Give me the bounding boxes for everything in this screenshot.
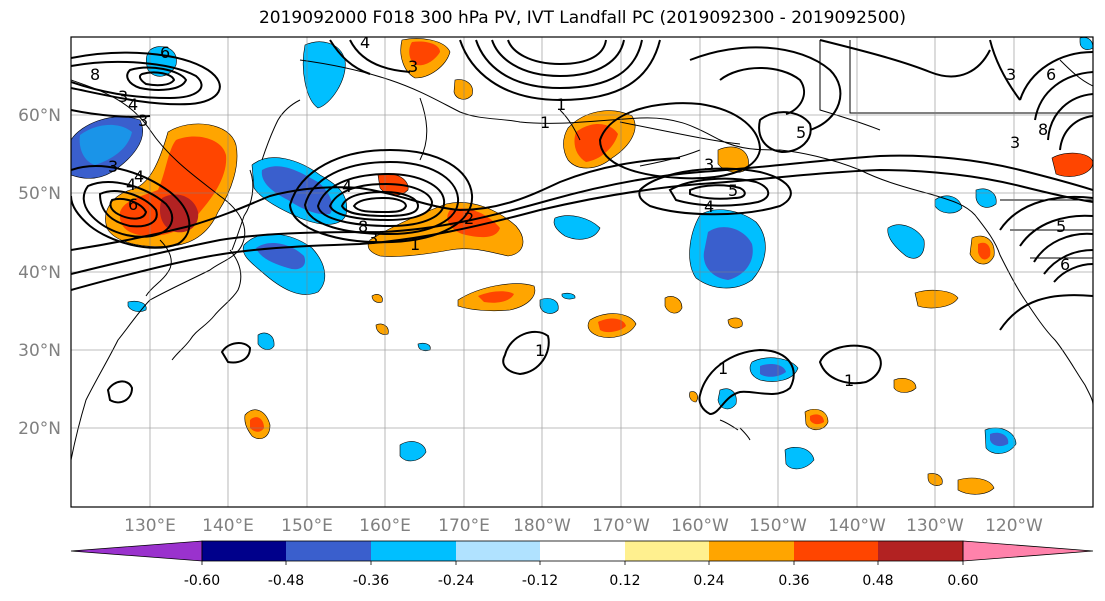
- lon-label: 130°E: [124, 516, 176, 536]
- colorbar-cell: [371, 541, 456, 561]
- contour-label: 4: [128, 95, 138, 114]
- colorbar-tick-label: -0.36: [353, 573, 389, 589]
- contour-label: 3: [368, 229, 378, 248]
- colorbar-tick-label: -0.48: [268, 573, 304, 589]
- lon-label: 170°E: [438, 516, 490, 536]
- contour-label: 2: [464, 209, 474, 228]
- contour-label: 4: [126, 175, 136, 194]
- contour-label: 4: [134, 167, 144, 186]
- contour-label: 8: [90, 65, 100, 84]
- colorbar-frame: [201, 540, 964, 562]
- colorbar-cell: [962, 540, 1094, 562]
- contour-label: 4: [342, 177, 352, 196]
- colorbar-cell: [709, 541, 794, 561]
- colorbar-cell: [456, 541, 540, 561]
- contour-label: 3: [118, 87, 128, 106]
- map-frame: [70, 36, 1094, 508]
- contour-label: 5: [1056, 217, 1066, 236]
- latitude-labels: 60°N 50°N 40°N 30°N 20°N: [18, 106, 61, 439]
- contour-label: 1: [718, 359, 728, 378]
- contour-labels: 8 3 4 3 6 4 6 3 4 8 3 4 1 2 1 1 5 3 4 5 …: [90, 33, 1070, 390]
- contour-label: 1: [540, 113, 550, 132]
- contour-label: 6: [160, 43, 170, 62]
- contour-label: 5: [728, 181, 738, 200]
- contour-label: 1: [844, 371, 854, 390]
- contour-label: 4: [360, 33, 370, 52]
- colorbar-tick-label: 0.24: [693, 573, 724, 589]
- lon-label: 160°W: [671, 516, 729, 536]
- colorbar-tick-label: -0.24: [438, 573, 474, 589]
- contour-label: 8: [1038, 120, 1048, 139]
- gridlines: [71, 37, 1093, 507]
- contour-label: 8: [358, 217, 368, 236]
- map-panel: 8 3 4 3 6 4 6 3 4 8 3 4 1 2 1 1 5 3 4 5 …: [71, 33, 1093, 507]
- map-title: 2019092000 F018 300 hPa PV, IVT Landfall…: [258, 8, 906, 28]
- contour-label: 3: [138, 111, 148, 130]
- colorbar-tick-labels: -0.60 -0.48 -0.36 -0.24 -0.12 0.12 0.24 …: [184, 573, 979, 589]
- lat-label: 60°N: [18, 106, 61, 126]
- contour-label: 3: [1006, 65, 1016, 84]
- lon-label: 140°W: [828, 516, 886, 536]
- colorbar-tick-label: 0.48: [862, 573, 893, 589]
- colorbar: -0.60 -0.48 -0.36 -0.24 -0.12 0.12 0.24 …: [70, 540, 1094, 589]
- colorbar-tick-label: 0.12: [609, 573, 640, 589]
- lon-label: 120°W: [985, 516, 1043, 536]
- lat-label: 30°N: [18, 341, 61, 361]
- contour-label: 4: [704, 197, 714, 216]
- colorbar-cell: [878, 541, 963, 561]
- colorbar-tick-label: -0.60: [184, 573, 220, 589]
- lon-label: 150°E: [281, 516, 333, 536]
- contour-label: 5: [796, 123, 806, 142]
- colorbar-tick-label: 0.60: [947, 573, 978, 589]
- colorbar-tick-label: -0.12: [522, 573, 558, 589]
- lon-label: 160°E: [359, 516, 411, 536]
- colorbar-cell: [540, 541, 625, 561]
- lon-label: 150°W: [749, 516, 807, 536]
- colorbar-cell: [625, 541, 709, 561]
- lat-label: 40°N: [18, 263, 61, 283]
- contour-label: 1: [556, 95, 566, 114]
- contour-label: 3: [704, 155, 714, 174]
- colorbar-cells: [70, 540, 1094, 565]
- contour-label: 3: [408, 57, 418, 76]
- contour-label: 6: [128, 195, 138, 214]
- contour-label: 3: [108, 157, 118, 176]
- longitude-labels: 130°E 140°E 150°E 160°E 170°E 180°W 170°…: [124, 516, 1043, 536]
- contour-label: 6: [1046, 65, 1056, 84]
- lon-label: 180°W: [513, 516, 571, 536]
- contour-label: 1: [535, 341, 545, 360]
- contour-label: 3: [1010, 133, 1020, 152]
- colorbar-cell: [794, 541, 878, 561]
- lon-label: 170°W: [592, 516, 650, 536]
- colorbar-cell: [70, 540, 203, 562]
- lon-label: 140°E: [202, 516, 254, 536]
- contour-label: 6: [1060, 255, 1070, 274]
- colorbar-cell: [202, 541, 286, 561]
- colorbar-tick-label: 0.36: [778, 573, 809, 589]
- colorbar-cell: [286, 541, 371, 561]
- pv-contours: [71, 39, 1093, 416]
- contour-label: 1: [410, 235, 420, 254]
- lat-label: 50°N: [18, 184, 61, 204]
- lat-label: 20°N: [18, 419, 61, 439]
- lon-label: 130°W: [906, 516, 964, 536]
